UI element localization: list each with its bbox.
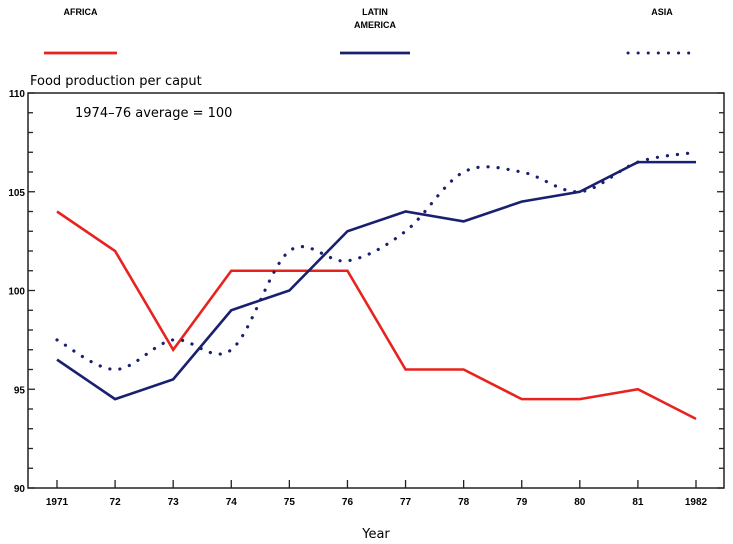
baseline-annotation: 1974–76 average = 100 <box>75 106 232 121</box>
y-axis: 90 95 100 105 110 <box>8 89 724 495</box>
legend-label: AMERICA <box>354 20 396 30</box>
x-tick-label: 73 <box>168 497 180 508</box>
plot-frame <box>27 92 725 489</box>
x-axis-title: Year <box>361 527 390 542</box>
series-layer <box>55 150 698 421</box>
x-tick-label: 72 <box>110 497 122 508</box>
legend-label: ASIA <box>651 7 673 17</box>
series-line-asia <box>55 150 698 372</box>
x-tick-label: 1971 <box>46 497 69 508</box>
legend: AFRICA LATIN AMERICA ASIA <box>44 7 698 55</box>
x-tick-label: 81 <box>632 497 644 508</box>
series-line-latin-america <box>56 160 696 401</box>
x-tick-label: 74 <box>226 497 238 508</box>
y-tick-label: 90 <box>14 484 26 495</box>
x-tick-label: 77 <box>400 497 412 508</box>
y-tick-label: 105 <box>8 188 25 199</box>
series-line-africa <box>56 210 697 421</box>
x-tick-label: 75 <box>284 497 296 508</box>
legend-label: LATIN <box>362 7 388 17</box>
x-tick-label: 78 <box>458 497 470 508</box>
y-axis-title: Food production per caput <box>30 74 202 89</box>
legend-item-asia: ASIA <box>626 7 698 55</box>
legend-label: AFRICA <box>64 7 98 17</box>
y-tick-label: 95 <box>14 385 26 396</box>
legend-item-latin-america: LATIN AMERICA <box>340 7 410 55</box>
x-axis: 1971 72 73 74 75 76 77 78 79 80 81 1982 <box>46 480 708 508</box>
x-tick-label: 79 <box>516 497 528 508</box>
y-tick-label: 100 <box>8 287 25 298</box>
x-tick-label: 1982 <box>685 497 708 508</box>
legend-item-africa: AFRICA <box>44 7 117 55</box>
x-tick-label: 76 <box>342 497 354 508</box>
y-tick-label: 110 <box>9 89 26 100</box>
x-tick-label: 80 <box>574 497 586 508</box>
